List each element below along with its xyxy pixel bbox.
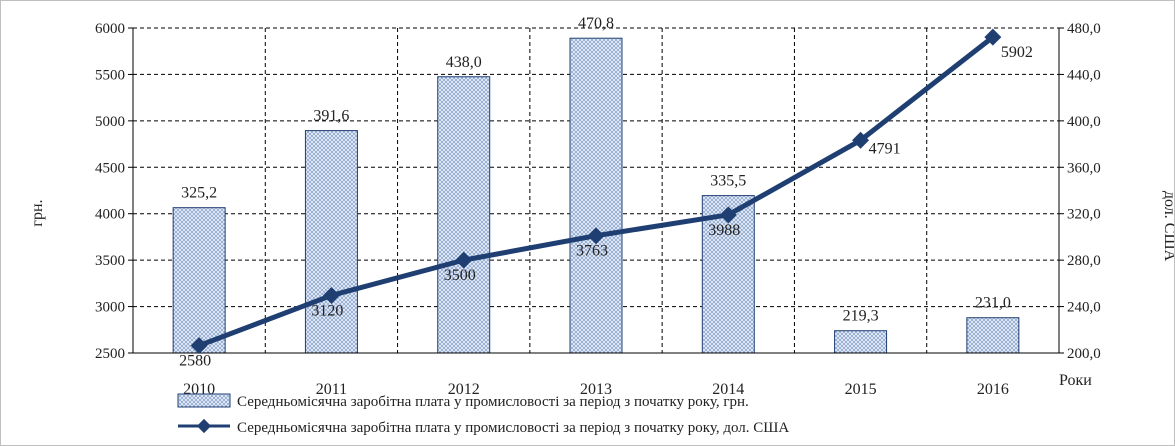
y-tick-right-label: 320,0 [1067,207,1101,223]
line-data-label: 3988 [708,222,740,239]
y-tick-left-label: 5000 [95,114,125,130]
bar-data-label: 438,0 [446,54,482,71]
y-tick-right-label: 400,0 [1067,114,1101,130]
bar [437,76,491,354]
line-point [455,251,473,269]
line-series [190,28,1002,355]
y-tick-left-label: 2500 [95,346,125,362]
bar [569,37,623,354]
x-tick-label: 2011 [316,381,347,398]
line-data-label: 5902 [1001,44,1033,61]
bar-data-label: 231,0 [975,295,1011,312]
y-tick-left-label: 5500 [95,67,125,83]
y-tick-left-label: 4000 [95,207,125,223]
line-data-label: 2580 [179,353,211,370]
y-tick-left-label: 3000 [95,300,125,316]
bar-series [172,37,1020,354]
bar [304,130,358,354]
y-tick-right-label: 360,0 [1067,160,1101,176]
line-point [322,286,340,304]
x-tick-label: 2013 [580,381,612,398]
y-axis-right-label: дол. США [1161,191,1174,262]
y-tick-right-label: 480,0 [1067,21,1101,37]
x-tick-label: 2015 [845,381,877,398]
y-tick-right-label: 280,0 [1067,253,1101,269]
line-data-label: 3500 [444,267,476,284]
bar-data-label: 470,8 [578,15,614,32]
line-data-label: 3120 [311,302,343,319]
bar [172,207,226,354]
line-data-label: 3763 [576,243,608,260]
line-point [984,28,1002,46]
legend-label-line: Середньомісячна заробітна плата у промис… [237,420,789,436]
line-data-label: 4791 [869,140,901,157]
y-axis-left-label: грн. [29,199,46,226]
axes: 2500 200,0 3000 240,0 3500 280,0 4000 320,0 4500… [95,21,1101,398]
y-tick-left-label: 3500 [95,253,125,269]
y-tick-left-label: 4500 [95,160,125,176]
x-tick-label: 2012 [448,381,480,398]
legend-swatch-bar [177,393,231,408]
bar-data-label: 391,6 [313,108,349,125]
line-point [587,227,605,245]
bar [966,317,1020,354]
line-point [190,337,208,355]
x-axis-label: Роки [1059,372,1092,389]
x-tick-label: 2016 [977,381,1009,398]
bar-data-label: 335,5 [710,173,746,190]
y-tick-right-label: 240,0 [1067,300,1101,316]
bar [834,330,888,354]
legend: Середньомісячна заробітна плата у промис… [177,393,789,436]
data-labels: 325,2 391,6 438,0 470,8 335,5 219,3 231,0 2580 3… [179,15,1033,369]
legend-label-bar: Середньомісячна заробітна плата у промис… [237,394,749,410]
line-point [852,131,870,149]
legend-swatch-marker [196,418,212,434]
y-tick-right-label: 440,0 [1067,67,1101,83]
y-tick-right-label: 200,0 [1067,346,1101,362]
y-tick-left-label: 6000 [95,21,125,37]
bar-data-label: 219,3 [843,308,879,325]
line-point [719,206,737,224]
bar-data-label: 325,2 [181,185,217,202]
x-tick-label: 2014 [712,381,744,398]
